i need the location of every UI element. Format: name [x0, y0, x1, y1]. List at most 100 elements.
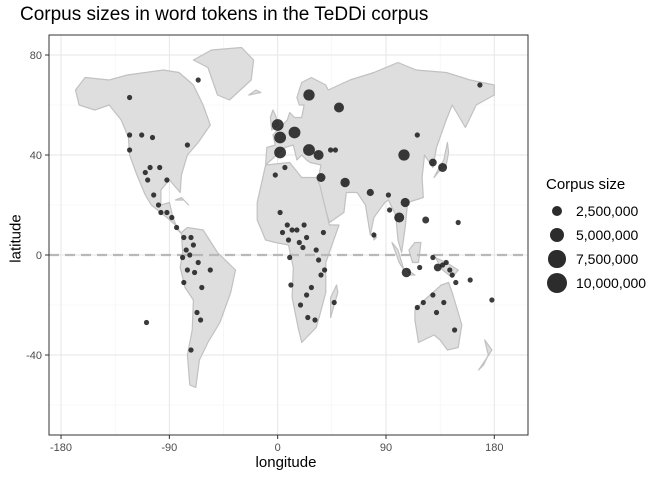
data-point	[288, 282, 294, 288]
data-point	[429, 158, 437, 167]
data-point	[467, 277, 473, 283]
data-point	[400, 197, 410, 208]
data-point	[188, 347, 194, 353]
data-point	[489, 297, 495, 303]
data-point	[274, 146, 287, 159]
legend-label: 5,000,000	[576, 227, 639, 243]
landmass-11	[408, 241, 422, 264]
data-point	[164, 177, 170, 183]
data-point	[199, 284, 205, 291]
x-tick-label: 180	[485, 442, 503, 454]
data-point	[332, 147, 338, 153]
data-point	[272, 172, 278, 178]
axes: -180 -90 0 90 180 -40 0 40 80	[26, 34, 529, 454]
x-tick-label: 0	[275, 442, 281, 454]
data-point	[433, 263, 442, 272]
y-tick-label: 0	[36, 250, 42, 262]
legend-entry: 7,500,000	[546, 247, 646, 271]
legend-entry: 2,500,000	[546, 199, 646, 223]
data-point	[143, 319, 150, 326]
legend-symbol	[547, 273, 567, 293]
data-point	[318, 272, 324, 278]
data-point	[190, 242, 196, 248]
data-point	[401, 267, 412, 278]
data-point	[340, 177, 350, 188]
data-point	[142, 169, 148, 176]
data-point	[188, 234, 194, 241]
data-point	[145, 177, 151, 183]
data-point	[371, 232, 377, 238]
data-point	[449, 272, 455, 278]
data-point	[287, 254, 293, 261]
data-point	[158, 209, 164, 216]
legend: Corpus size 2,500,000 5,000,000 7,500,000 1…	[546, 176, 646, 295]
legend-label: 10,000,000	[576, 275, 647, 291]
data-point	[271, 119, 284, 131]
x-tick-label: -180	[50, 442, 72, 454]
data-point	[285, 237, 292, 243]
data-point	[187, 252, 193, 258]
data-point	[438, 163, 448, 172]
data-point	[198, 317, 204, 323]
data-point	[301, 222, 307, 228]
data-point	[169, 214, 175, 221]
data-point	[151, 192, 157, 198]
legend-label: 2,500,000	[576, 203, 639, 219]
data-point	[313, 247, 319, 253]
data-points	[127, 77, 495, 353]
x-tick-label: -90	[161, 442, 177, 454]
data-point	[430, 292, 436, 298]
data-point	[149, 134, 156, 141]
data-point	[331, 299, 337, 306]
data-point	[420, 299, 426, 306]
data-point	[274, 131, 287, 144]
data-point	[366, 188, 374, 197]
data-point	[181, 279, 187, 286]
data-point	[447, 267, 453, 273]
data-point	[387, 207, 393, 213]
data-point	[394, 212, 405, 223]
data-point	[443, 259, 449, 266]
legend-label: 7,500,000	[576, 251, 639, 267]
legend-entry: 5,000,000	[546, 223, 646, 247]
landmass-0	[74, 69, 211, 236]
data-point	[417, 264, 423, 271]
data-point	[195, 259, 201, 266]
landmass-1	[192, 46, 255, 101]
landmass-6	[414, 281, 463, 351]
data-point	[303, 89, 315, 101]
data-point	[422, 216, 430, 224]
data-point	[334, 102, 344, 113]
data-point	[312, 317, 318, 323]
data-point	[289, 227, 295, 233]
data-point	[453, 279, 459, 286]
data-point	[477, 82, 483, 88]
panel-border	[48, 34, 529, 436]
data-point	[452, 327, 458, 333]
data-point	[308, 284, 314, 291]
data-point	[174, 224, 180, 231]
data-point	[328, 147, 334, 153]
data-point	[279, 229, 286, 236]
landmass-14	[174, 196, 190, 206]
data-point	[127, 132, 133, 138]
legend-title: Corpus size	[546, 176, 626, 193]
data-point	[316, 257, 322, 263]
data-point	[288, 126, 301, 139]
data-point	[414, 304, 420, 311]
landmass-4	[256, 161, 340, 344]
data-point	[184, 142, 190, 148]
data-point	[139, 132, 145, 138]
data-point	[414, 132, 420, 138]
data-point	[180, 254, 186, 261]
legend-key	[546, 224, 568, 246]
data-point	[195, 77, 201, 83]
data-point	[304, 234, 310, 241]
data-point	[181, 234, 187, 241]
data-point	[127, 147, 133, 153]
legend-key	[546, 272, 568, 294]
legend-symbol	[549, 227, 565, 243]
data-point	[441, 299, 447, 306]
data-point	[282, 164, 288, 171]
